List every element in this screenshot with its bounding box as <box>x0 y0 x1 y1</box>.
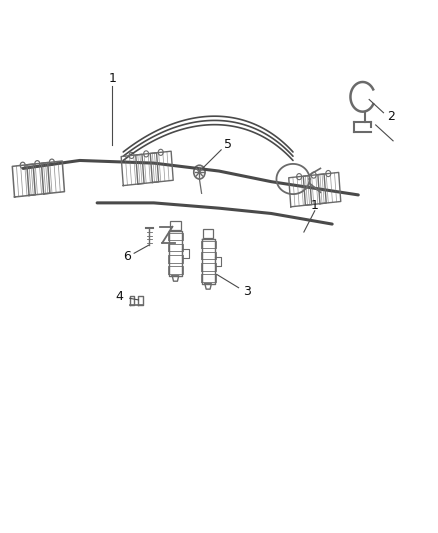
Text: 4: 4 <box>115 290 123 303</box>
Bar <box>203 229 213 238</box>
Bar <box>170 221 181 230</box>
Text: 5: 5 <box>224 138 232 151</box>
Text: 6: 6 <box>123 250 131 263</box>
Text: 1: 1 <box>109 72 117 85</box>
Text: 3: 3 <box>244 286 251 298</box>
Text: 2: 2 <box>387 110 395 124</box>
Text: 1: 1 <box>311 199 319 212</box>
